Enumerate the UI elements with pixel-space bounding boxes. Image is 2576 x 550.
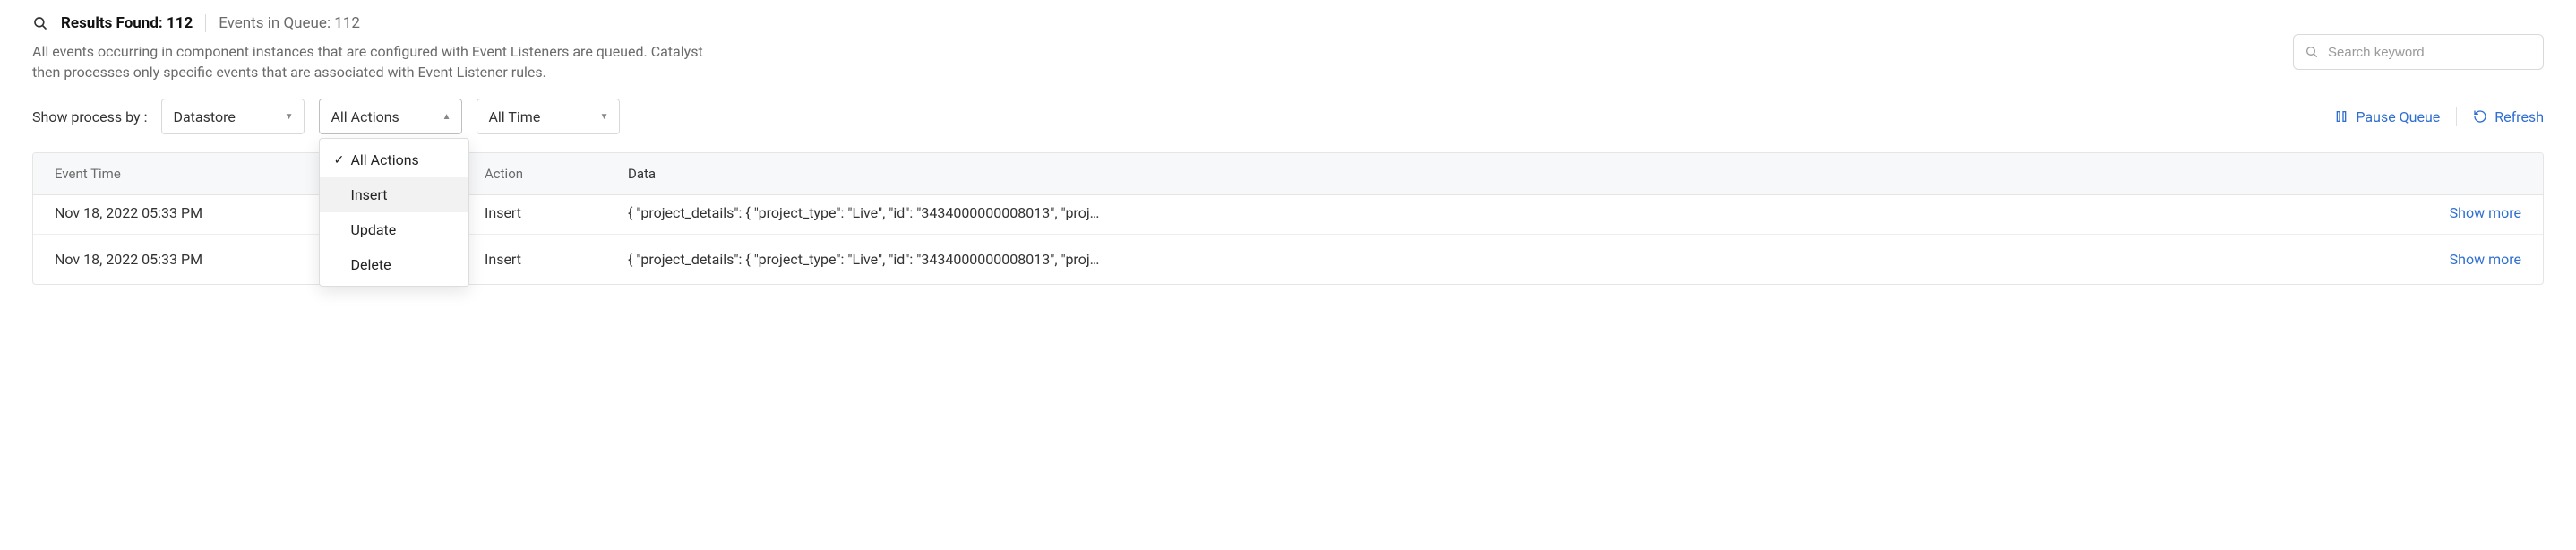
col-header-data: Data [628, 166, 2521, 182]
show-more-link[interactable]: Show more [2450, 251, 2521, 268]
filter-label: Show process by : [32, 108, 147, 125]
results-line: Results Found: 112 Events in Queue: 112 [32, 14, 2271, 32]
pause-icon [2334, 109, 2348, 124]
show-more-link[interactable]: Show more [2450, 204, 2521, 221]
dropdown-item-label: Insert [350, 186, 387, 203]
time-select[interactable]: All Time ▼ [477, 99, 620, 134]
results-found-label: Results Found: 112 [61, 14, 193, 32]
check-icon: ✓ [332, 153, 345, 168]
search-icon [32, 15, 48, 31]
search-input-wrap[interactable] [2293, 34, 2544, 70]
refresh-label: Refresh [2494, 108, 2544, 125]
cell-time: Nov 18, 2022 05:33 PM [55, 251, 332, 268]
caret-down-icon: ▼ [285, 112, 294, 122]
actions-select[interactable]: All Actions ▲ [319, 99, 462, 134]
col-header-action: Action [485, 166, 628, 182]
queue-count: Events in Queue: 112 [219, 14, 360, 32]
actions-select-value: All Actions [331, 108, 399, 125]
search-icon [2305, 45, 2319, 59]
refresh-icon [2473, 109, 2487, 124]
dropdown-item-label: Delete [350, 256, 391, 273]
actions-dropdown: ✓ All Actions ✓ Insert ✓ Update ✓ Delete [319, 138, 469, 287]
cell-time: Nov 18, 2022 05:33 PM [55, 204, 332, 221]
datastore-select-value: Datastore [173, 108, 235, 125]
pause-label: Pause Queue [2356, 108, 2440, 125]
dropdown-item-insert[interactable]: ✓ Insert [320, 177, 468, 212]
dropdown-item-label: All Actions [350, 151, 418, 168]
caret-down-icon: ▼ [600, 112, 609, 122]
time-select-value: All Time [488, 108, 540, 125]
refresh-button[interactable]: Refresh [2473, 108, 2544, 125]
divider [205, 14, 206, 32]
col-header-time: Event Time [55, 166, 332, 182]
dropdown-item-all-actions[interactable]: ✓ All Actions [320, 142, 468, 177]
search-input[interactable] [2328, 45, 2532, 60]
dropdown-item-label: Update [350, 221, 396, 238]
description-text: All events occurring in component instan… [32, 41, 722, 82]
cell-action: Insert [485, 204, 628, 221]
cell-data: { "project_details": { "project_type": "… [628, 204, 2437, 221]
dropdown-item-delete[interactable]: ✓ Delete [320, 247, 468, 282]
pause-queue-button[interactable]: Pause Queue [2334, 108, 2440, 125]
caret-up-icon: ▲ [442, 112, 451, 122]
dropdown-item-update[interactable]: ✓ Update [320, 212, 468, 247]
divider [2456, 107, 2457, 126]
cell-data: { "project_details": { "project_type": "… [628, 251, 2437, 268]
cell-action: Insert [485, 251, 628, 268]
datastore-select[interactable]: Datastore ▼ [161, 99, 305, 134]
